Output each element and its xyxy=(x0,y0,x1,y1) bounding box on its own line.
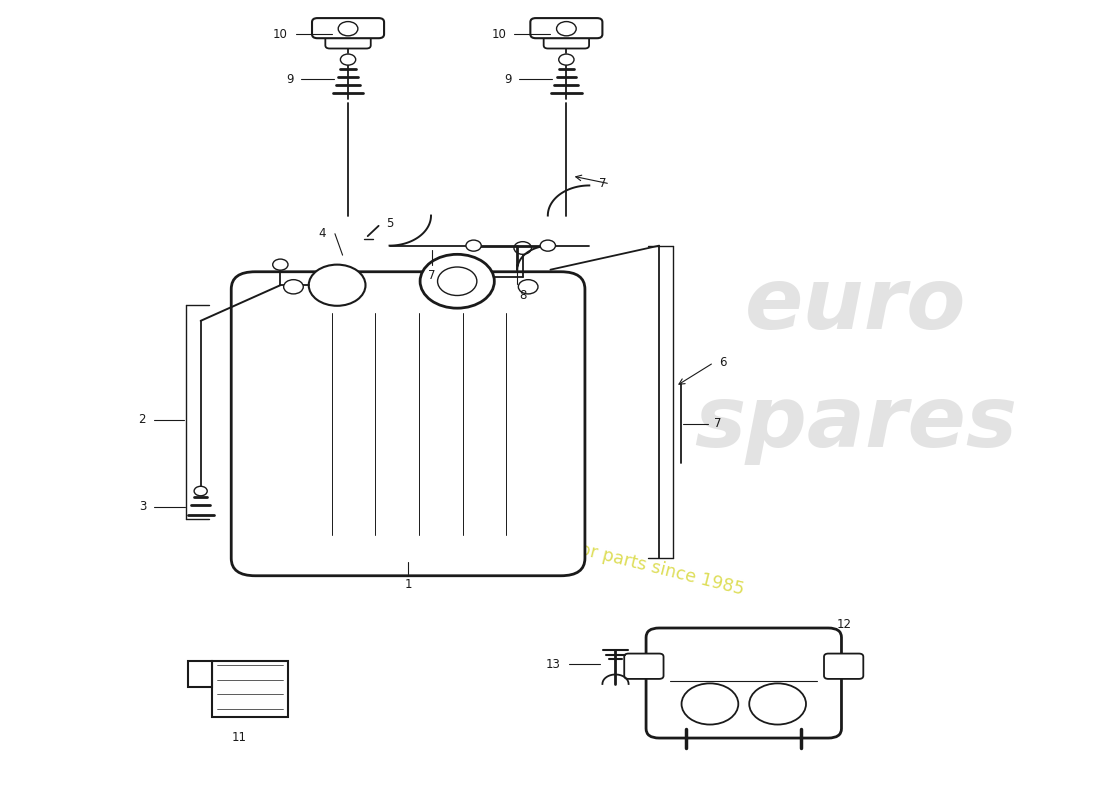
Circle shape xyxy=(338,22,358,36)
Text: a passion for parts since 1985: a passion for parts since 1985 xyxy=(485,518,746,599)
Circle shape xyxy=(518,280,538,294)
Circle shape xyxy=(420,254,494,308)
Text: 7: 7 xyxy=(428,270,436,282)
FancyBboxPatch shape xyxy=(646,628,842,738)
Circle shape xyxy=(273,259,288,270)
FancyBboxPatch shape xyxy=(824,654,864,679)
FancyBboxPatch shape xyxy=(326,29,371,49)
Circle shape xyxy=(682,683,738,725)
Circle shape xyxy=(557,22,576,36)
Text: 12: 12 xyxy=(837,618,852,631)
Text: 8: 8 xyxy=(519,289,527,302)
Circle shape xyxy=(466,240,481,251)
Text: 4: 4 xyxy=(319,227,327,240)
FancyBboxPatch shape xyxy=(624,654,663,679)
Text: 9: 9 xyxy=(286,73,294,86)
Text: spares: spares xyxy=(694,382,1018,466)
FancyBboxPatch shape xyxy=(530,18,603,38)
Text: 1: 1 xyxy=(405,578,411,591)
Circle shape xyxy=(309,265,365,306)
FancyBboxPatch shape xyxy=(312,18,384,38)
Text: 6: 6 xyxy=(719,356,727,369)
Text: euro: euro xyxy=(745,263,967,346)
Bar xyxy=(188,662,211,686)
Circle shape xyxy=(514,242,531,254)
FancyBboxPatch shape xyxy=(543,29,590,49)
Text: 11: 11 xyxy=(231,731,246,744)
Text: 7: 7 xyxy=(714,418,722,430)
Bar xyxy=(211,662,288,717)
Circle shape xyxy=(194,486,207,496)
Text: 10: 10 xyxy=(492,28,506,41)
Text: 10: 10 xyxy=(273,28,288,41)
Circle shape xyxy=(284,280,304,294)
Circle shape xyxy=(340,54,355,65)
Text: 3: 3 xyxy=(139,500,146,514)
Circle shape xyxy=(749,683,806,725)
Circle shape xyxy=(438,267,477,295)
Circle shape xyxy=(540,240,556,251)
Text: 2: 2 xyxy=(139,414,146,426)
Text: 13: 13 xyxy=(546,658,561,670)
Text: 7: 7 xyxy=(600,178,606,190)
Text: 9: 9 xyxy=(504,73,512,86)
Text: 5: 5 xyxy=(386,217,394,230)
Circle shape xyxy=(559,54,574,65)
FancyBboxPatch shape xyxy=(231,272,585,576)
